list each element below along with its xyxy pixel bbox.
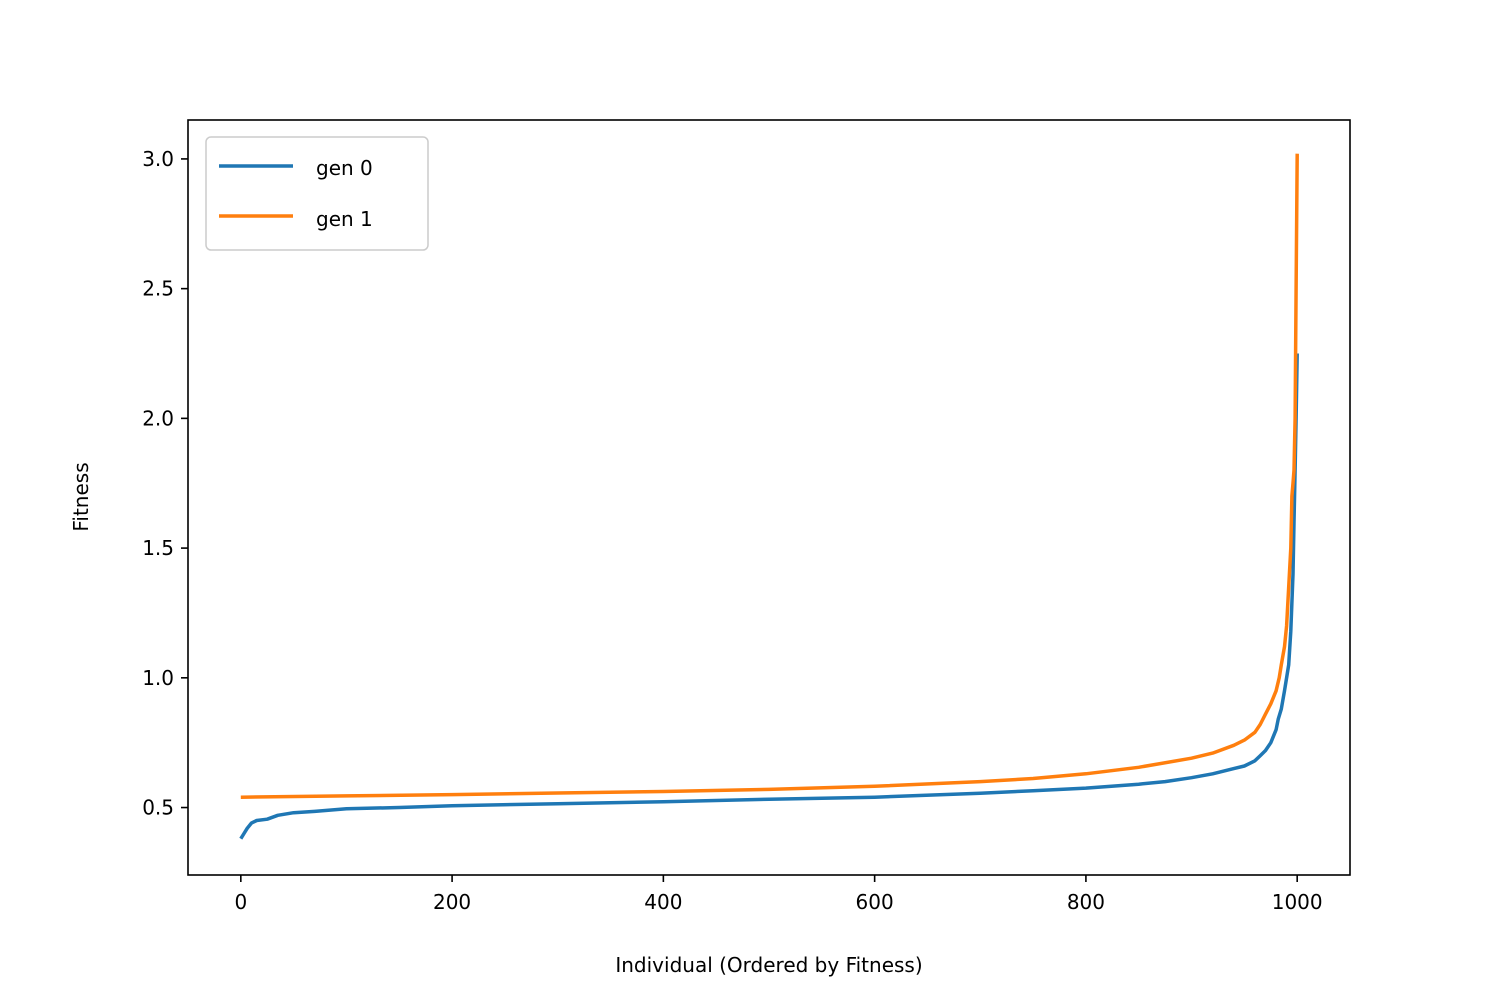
y-tick-label: 3.0 (142, 147, 174, 171)
x-tick-label: 600 (856, 890, 894, 914)
x-tick-label: 0 (234, 890, 247, 914)
series-line-gen-1 (240, 153, 1299, 799)
y-tick-label: 2.0 (142, 406, 174, 430)
x-axis-label: Individual (Ordered by Fitness) (615, 953, 922, 977)
legend-label-gen-1: gen 1 (316, 207, 373, 231)
series-line-gen-0 (239, 353, 1299, 840)
y-tick-label: 1.5 (142, 536, 174, 560)
x-tick-label: 200 (433, 890, 471, 914)
x-tick-label: 800 (1067, 890, 1105, 914)
series-layer (239, 153, 1299, 840)
legend-frame (205, 136, 429, 251)
plot-frame (187, 119, 1351, 876)
x-tick-label: 400 (644, 890, 682, 914)
legend: gen 0 gen 1 (205, 136, 429, 251)
y-tick-label: 1.0 (142, 666, 174, 690)
x-axis: 0 200 400 600 800 1000 (234, 875, 1323, 914)
y-axis-label: Fitness (69, 462, 93, 531)
legend-label-gen-0: gen 0 (316, 156, 373, 180)
y-tick-label: 0.5 (142, 796, 174, 820)
y-tick-label: 2.5 (142, 277, 174, 301)
y-axis: 0.5 1.0 1.5 2.0 2.5 3.0 (142, 147, 188, 820)
x-tick-label: 1000 (1272, 890, 1323, 914)
